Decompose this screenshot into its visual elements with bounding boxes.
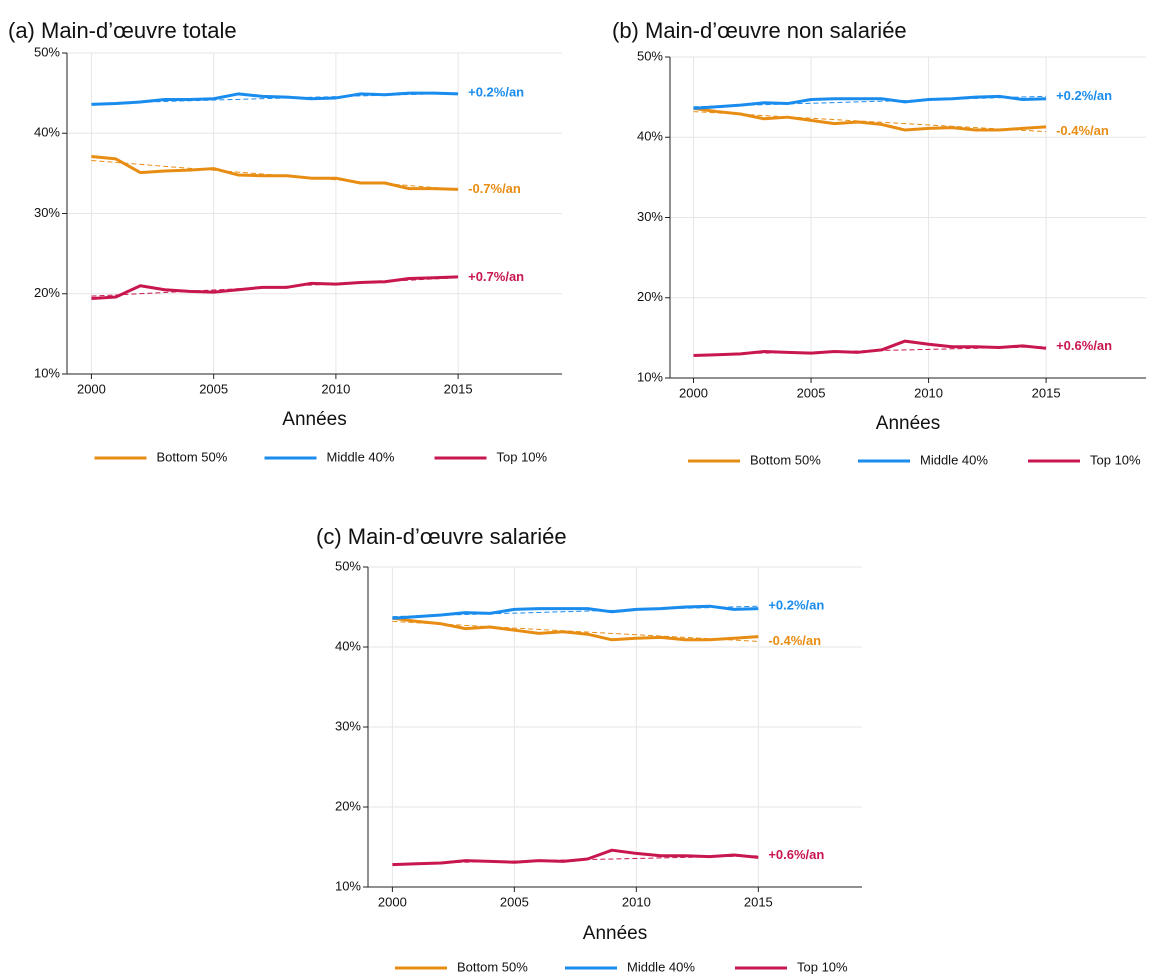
- y-tick-label: 30%: [335, 718, 361, 733]
- series-line: [693, 106, 1047, 132]
- x-tick-label: 2000: [378, 894, 407, 909]
- x-axis-label: Années: [876, 413, 940, 434]
- y-tick-label: 50%: [34, 44, 60, 59]
- y-tick-label: 20%: [335, 798, 361, 813]
- x-tick-label: 2005: [797, 385, 826, 400]
- x-tick-label: 2010: [321, 381, 350, 396]
- x-tick-label: 2000: [679, 385, 708, 400]
- series-annotation: +0.6%/an: [768, 847, 824, 862]
- series-line: [91, 91, 459, 106]
- legend-label: Bottom 50%: [750, 452, 821, 467]
- x-axis-label: Années: [583, 923, 647, 944]
- series-annotation: -0.4%/an: [768, 633, 821, 648]
- trend-line: [693, 95, 1047, 108]
- y-tick-label: 30%: [637, 209, 663, 224]
- series-annotation: +0.6%/an: [1056, 338, 1112, 353]
- series-line: [392, 604, 759, 620]
- series-line: [91, 155, 459, 191]
- legend-label: Top 10%: [497, 449, 548, 464]
- y-tick-label: 10%: [335, 878, 361, 893]
- trend-line: [91, 277, 459, 297]
- series-annotation: +0.2%/an: [768, 598, 824, 613]
- series-annotation: -0.4%/an: [1056, 123, 1109, 138]
- series-annotation: -0.7%/an: [468, 181, 521, 196]
- x-tick-label: 2000: [77, 381, 106, 396]
- x-tick-label: 2015: [744, 894, 773, 909]
- trend-line: [693, 346, 1047, 356]
- series-line: [693, 94, 1047, 110]
- x-tick-label: 2010: [914, 385, 943, 400]
- series-annotation: +0.2%/an: [468, 85, 524, 100]
- legend-label: Bottom 50%: [457, 959, 528, 974]
- y-tick-label: 10%: [637, 369, 663, 384]
- x-tick-label: 2005: [199, 381, 228, 396]
- series-line: [392, 848, 759, 867]
- legend-label: Middle 40%: [327, 449, 395, 464]
- y-tick-label: 10%: [34, 365, 60, 380]
- x-axis-label: Années: [282, 409, 346, 430]
- trend-line: [392, 855, 759, 865]
- trend-line: [91, 92, 459, 105]
- x-tick-label: 2015: [444, 381, 473, 396]
- x-tick-label: 2005: [500, 894, 529, 909]
- legend-label: Middle 40%: [627, 959, 695, 974]
- y-tick-label: 50%: [637, 48, 663, 63]
- legend-label: Bottom 50%: [157, 449, 228, 464]
- y-tick-label: 30%: [34, 205, 60, 220]
- series-line: [91, 275, 459, 301]
- series-annotation: +0.7%/an: [468, 269, 524, 284]
- y-tick-label: 50%: [335, 558, 361, 573]
- x-tick-label: 2010: [622, 894, 651, 909]
- trend-line: [693, 111, 1047, 133]
- y-tick-label: 40%: [335, 638, 361, 653]
- trend-line: [392, 605, 759, 618]
- legend-label: Middle 40%: [920, 452, 988, 467]
- series-annotation: +0.2%/an: [1056, 88, 1112, 103]
- legend-label: Top 10%: [797, 959, 848, 974]
- chart-title: (a) Main-d’œuvre totale: [8, 18, 237, 43]
- y-tick-label: 40%: [637, 129, 663, 144]
- chart-title: (b) Main-d’œuvre non salariée: [612, 18, 907, 43]
- y-tick-label: 20%: [637, 289, 663, 304]
- chart-title: (c) Main-d’œuvre salariée: [316, 524, 567, 549]
- trend-line: [91, 160, 459, 190]
- trend-line: [392, 620, 759, 642]
- y-tick-label: 20%: [34, 285, 60, 300]
- series-line: [392, 616, 759, 642]
- y-tick-label: 40%: [34, 125, 60, 140]
- x-tick-label: 2015: [1032, 385, 1061, 400]
- legend-label: Top 10%: [1090, 452, 1141, 467]
